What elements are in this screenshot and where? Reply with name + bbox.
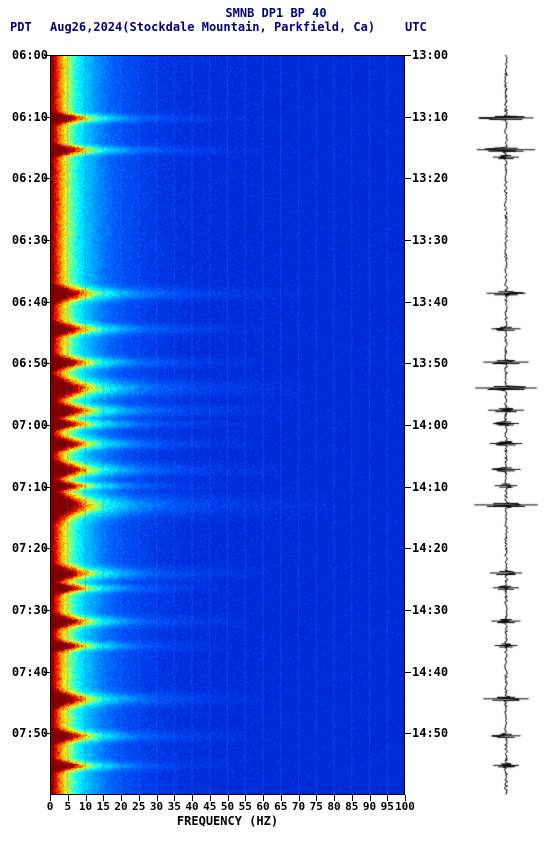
y-tick-mark — [44, 487, 50, 488]
x-tick: 55 — [239, 800, 252, 813]
x-tick-mark — [50, 795, 51, 801]
x-tick-mark — [174, 795, 175, 801]
y-tick-left: 06:50 — [12, 356, 48, 370]
y-tick-right: 13:20 — [412, 171, 448, 185]
y-tick-mark — [44, 425, 50, 426]
y-tick-right: 13:10 — [412, 110, 448, 124]
x-tick-mark — [192, 795, 193, 801]
y-tick-mark — [405, 487, 411, 488]
y-tick-left: 07:00 — [12, 418, 48, 432]
x-tick-mark — [210, 795, 211, 801]
x-tick-mark — [121, 795, 122, 801]
y-tick-mark — [44, 55, 50, 56]
chart-subtitle: Aug26,2024(Stockdale Mountain, Parkfield… — [50, 20, 375, 34]
x-tick-mark — [157, 795, 158, 801]
y-tick-mark — [44, 178, 50, 179]
y-tick-mark — [405, 302, 411, 303]
y-tick-right: 14:20 — [412, 541, 448, 555]
y-tick-mark — [405, 548, 411, 549]
x-tick-mark — [352, 795, 353, 801]
y-tick-mark — [405, 363, 411, 364]
y-tick-mark — [405, 733, 411, 734]
y-tick-left: 06:00 — [12, 48, 48, 62]
x-tick-mark — [281, 795, 282, 801]
y-tick-right: 13:40 — [412, 295, 448, 309]
y-tick-right: 14:00 — [412, 418, 448, 432]
x-tick: 50 — [221, 800, 234, 813]
y-tick-left: 06:40 — [12, 295, 48, 309]
x-tick-mark — [68, 795, 69, 801]
y-tick-mark — [44, 302, 50, 303]
x-tick-mark — [370, 795, 371, 801]
x-tick-mark — [228, 795, 229, 801]
y-tick-mark — [405, 672, 411, 673]
x-tick: 40 — [185, 800, 198, 813]
y-tick-mark — [405, 610, 411, 611]
y-tick-mark — [405, 55, 411, 56]
spectrogram-canvas — [50, 55, 405, 795]
x-tick: 70 — [292, 800, 305, 813]
x-tick-mark — [139, 795, 140, 801]
y-tick-mark — [44, 240, 50, 241]
x-tick: 25 — [132, 800, 145, 813]
y-tick-right: 14:40 — [412, 665, 448, 679]
x-tick: 20 — [114, 800, 127, 813]
y-tick-left: 07:30 — [12, 603, 48, 617]
x-tick: 45 — [203, 800, 216, 813]
x-tick-mark — [299, 795, 300, 801]
x-tick-mark — [387, 795, 388, 801]
x-tick: 35 — [168, 800, 181, 813]
x-tick: 0 — [47, 800, 54, 813]
chart-title: SMNB DP1 BP 40 — [0, 6, 552, 20]
y-tick-mark — [44, 117, 50, 118]
x-tick: 100 — [395, 800, 415, 813]
y-tick-left: 07:50 — [12, 726, 48, 740]
y-tick-mark — [44, 548, 50, 549]
y-tick-mark — [44, 363, 50, 364]
y-tick-left: 06:30 — [12, 233, 48, 247]
x-tick: 60 — [256, 800, 269, 813]
y-tick-mark — [405, 178, 411, 179]
x-axis-label: FREQUENCY (HZ) — [50, 814, 405, 828]
y-tick-mark — [44, 733, 50, 734]
x-tick-mark — [103, 795, 104, 801]
x-tick-mark — [316, 795, 317, 801]
y-tick-right: 14:50 — [412, 726, 448, 740]
y-tick-mark — [44, 672, 50, 673]
y-tick-left: 07:40 — [12, 665, 48, 679]
seismogram-canvas — [470, 55, 542, 795]
timezone-left: PDT — [10, 20, 32, 34]
x-tick-mark — [86, 795, 87, 801]
x-tick: 85 — [345, 800, 358, 813]
x-tick: 95 — [381, 800, 394, 813]
y-tick-right: 13:50 — [412, 356, 448, 370]
timezone-right: UTC — [405, 20, 427, 34]
y-tick-mark — [405, 240, 411, 241]
y-tick-right: 14:10 — [412, 480, 448, 494]
y-tick-left: 06:10 — [12, 110, 48, 124]
x-tick: 80 — [327, 800, 340, 813]
x-tick-mark — [334, 795, 335, 801]
y-tick-mark — [405, 425, 411, 426]
y-tick-mark — [405, 117, 411, 118]
x-tick: 75 — [310, 800, 323, 813]
y-tick-mark — [44, 610, 50, 611]
x-tick-mark — [245, 795, 246, 801]
x-tick: 65 — [274, 800, 287, 813]
x-tick: 90 — [363, 800, 376, 813]
x-tick-mark — [405, 795, 406, 801]
x-tick: 10 — [79, 800, 92, 813]
y-tick-right: 13:00 — [412, 48, 448, 62]
x-tick-mark — [263, 795, 264, 801]
y-tick-left: 07:20 — [12, 541, 48, 555]
y-tick-left: 07:10 — [12, 480, 48, 494]
x-tick: 15 — [97, 800, 110, 813]
x-tick: 5 — [64, 800, 71, 813]
y-tick-right: 14:30 — [412, 603, 448, 617]
y-tick-right: 13:30 — [412, 233, 448, 247]
x-tick: 30 — [150, 800, 163, 813]
y-tick-left: 06:20 — [12, 171, 48, 185]
